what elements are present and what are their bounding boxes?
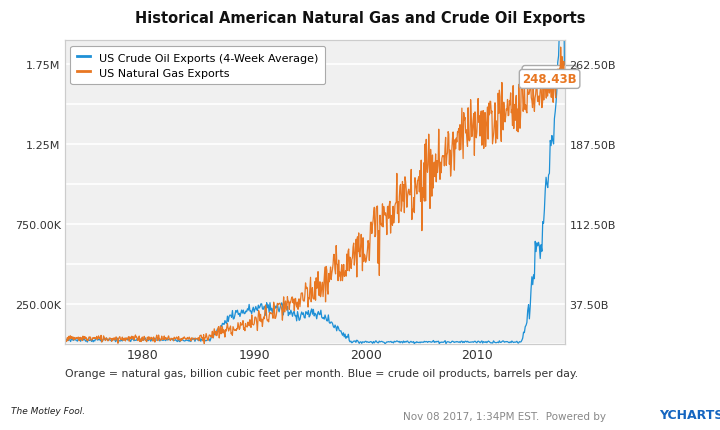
Text: YCHARTS: YCHARTS bbox=[659, 408, 720, 421]
Text: The Motley Fool.: The Motley Fool. bbox=[11, 406, 85, 415]
Text: Orange = natural gas, billion cubic feet per month. Blue = crude oil products, b: Orange = natural gas, billion cubic feet… bbox=[65, 368, 578, 378]
Legend: US Crude Oil Exports (4-Week Average), US Natural Gas Exports: US Crude Oil Exports (4-Week Average), U… bbox=[71, 46, 325, 85]
Text: 248.43B: 248.43B bbox=[522, 73, 577, 86]
Text: Nov 08 2017, 1:34PM EST.  Powered by: Nov 08 2017, 1:34PM EST. Powered by bbox=[403, 412, 606, 421]
Text: 1.681M: 1.681M bbox=[525, 69, 574, 82]
Text: Historical American Natural Gas and Crude Oil Exports: Historical American Natural Gas and Crud… bbox=[135, 11, 585, 26]
